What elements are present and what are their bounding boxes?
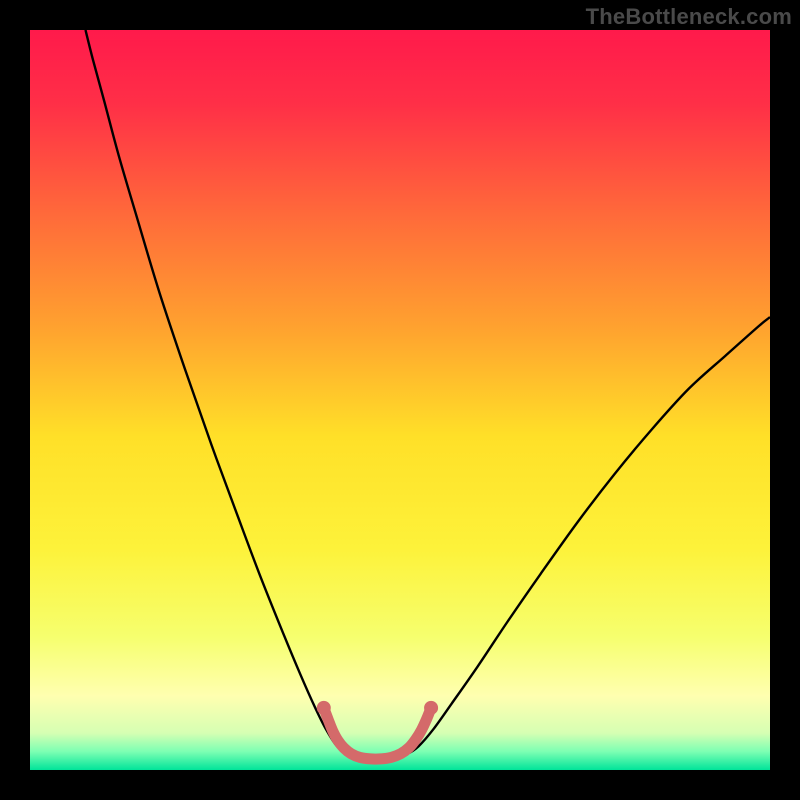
optimal-zone-right-marker [424, 701, 438, 715]
watermark-label: TheBottleneck.com [586, 4, 792, 30]
chart-stage: TheBottleneck.com [0, 0, 800, 800]
optimal-zone-left-marker [317, 701, 331, 715]
plot-background [30, 30, 770, 770]
bottleneck-chart [0, 0, 800, 800]
